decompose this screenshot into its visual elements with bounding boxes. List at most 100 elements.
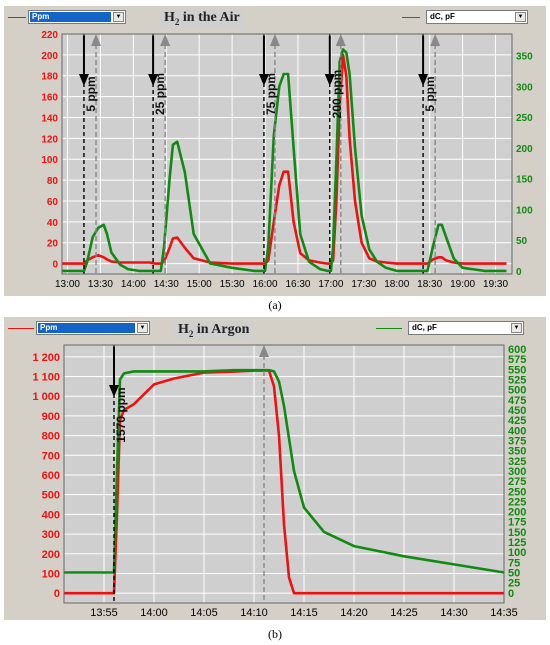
y-left-tick-label: 600 <box>42 470 60 482</box>
right-axis-select[interactable]: dC, pF ▼ <box>408 321 524 335</box>
y-left-tick-label: 180 <box>41 72 58 83</box>
right-axis-select-value: dC, pF <box>430 12 455 21</box>
x-tick-label: 14:30 <box>154 279 179 290</box>
caption-a: (a) <box>268 298 282 312</box>
y-left-tick-label: 20 <box>47 239 59 250</box>
y-right-tick-label: 100 <box>516 205 533 216</box>
y-left-tick-label: 700 <box>42 450 60 462</box>
y-right-tick-label: 350 <box>516 52 533 63</box>
concentration-label: 1570 ppm <box>114 387 128 442</box>
arrow-down-icon <box>78 74 89 86</box>
y-left-tick-label: 300 <box>42 529 60 541</box>
y-right-tick-label: 575 <box>508 354 526 366</box>
y-right-tick-label: 300 <box>516 82 533 93</box>
y-right-tick-label: 200 <box>516 144 533 155</box>
arrow-up-icon <box>259 345 269 357</box>
dc-legend-line <box>376 328 402 329</box>
y-right-tick-label: 100 <box>508 547 526 559</box>
y-right-tick-label: 250 <box>516 113 533 124</box>
y-right-tick-label: 175 <box>508 517 526 529</box>
x-tick-label: 14:30 <box>440 607 468 619</box>
y-left-tick-label: 400 <box>42 509 60 521</box>
left-axis-select-value: Ppm <box>38 323 135 333</box>
y-right-tick-label: 400 <box>508 425 526 437</box>
concentration-label: 25 ppm <box>153 73 167 115</box>
y-left-tick-label: 1 200 <box>32 352 60 364</box>
y-right-tick-label: 75 <box>508 557 520 569</box>
y-right-tick-label: 425 <box>508 415 526 427</box>
arrow-up-icon <box>335 34 346 46</box>
y-left-tick-label: 140 <box>41 113 58 124</box>
arrow-down-icon <box>148 74 159 86</box>
chevron-down-icon[interactable]: ▼ <box>113 12 124 22</box>
x-tick-label: 14:10 <box>240 607 268 619</box>
arrow-up-icon <box>430 34 441 46</box>
concentration-label: 200 ppm <box>330 70 344 119</box>
arrow-down-icon <box>258 74 269 86</box>
y-left-tick-label: 100 <box>41 155 58 166</box>
y-left-tick-label: 0 <box>52 260 58 271</box>
arrow-down-icon <box>324 74 335 86</box>
x-tick-label: 16:30 <box>285 279 310 290</box>
y-left-tick-label: 1 000 <box>32 391 60 403</box>
y-right-tick-label: 500 <box>508 385 526 397</box>
x-tick-label: 17:30 <box>351 279 376 290</box>
chevron-down-icon[interactable]: ▼ <box>137 323 148 333</box>
y-left-tick-label: 500 <box>42 490 60 502</box>
y-left-tick-label: 200 <box>41 51 58 62</box>
ppm-legend-line <box>8 328 34 329</box>
plot-area <box>62 34 512 274</box>
right-axis-select-value: dC, pF <box>412 323 437 332</box>
y-left-tick-label: 200 <box>42 549 60 561</box>
concentration-label: 5 ppm <box>423 76 437 111</box>
chevron-down-icon[interactable]: ▼ <box>511 323 522 333</box>
left-axis-select[interactable]: Ppm ▼ <box>36 321 150 335</box>
y-right-tick-label: 450 <box>508 405 526 417</box>
right-axis-select[interactable]: dC, pF ▼ <box>426 10 528 24</box>
y-right-tick-label: 0 <box>516 267 522 278</box>
series-line-dc <box>62 48 507 273</box>
x-tick-label: 13:00 <box>55 279 80 290</box>
y-right-tick-label: 25 <box>508 578 520 590</box>
x-tick-label: 14:00 <box>140 607 168 619</box>
x-tick-label: 16:00 <box>253 279 278 290</box>
ppm-legend-line <box>8 17 26 18</box>
plot-area <box>64 345 504 603</box>
caption-b: (b) <box>268 627 282 641</box>
left-axis-select[interactable]: Ppm ▼ <box>28 10 126 24</box>
y-left-tick-label: 160 <box>41 93 58 104</box>
dc-legend-line <box>402 17 420 18</box>
x-tick-label: 18:30 <box>417 279 442 290</box>
arrow-down-icon <box>109 385 119 397</box>
chevron-down-icon[interactable]: ▼ <box>515 12 526 22</box>
chart-panel-a: Ppm ▼ H2 in the Air dC, pF ▼ 0 20 40 60 80 10… <box>4 6 546 296</box>
x-tick-label: 14:00 <box>121 279 146 290</box>
y-right-tick-label: 150 <box>508 527 526 539</box>
y-right-tick-label: 250 <box>508 486 526 498</box>
y-left-tick-label: 800 <box>42 431 60 443</box>
x-tick-label: 14:35 <box>490 607 518 619</box>
y-right-tick-label: 350 <box>508 446 526 458</box>
y-right-tick-label: 325 <box>508 456 526 468</box>
y-right-tick-label: 125 <box>508 537 526 549</box>
x-tick-label: 13:30 <box>88 279 113 290</box>
plot-frame <box>63 344 505 604</box>
concentration-label: 75 ppm <box>264 73 278 115</box>
y-right-tick-label: 525 <box>508 375 526 387</box>
y-right-tick-label: 50 <box>516 236 528 247</box>
y-left-tick-label: 900 <box>42 411 60 423</box>
y-right-tick-label: 600 <box>508 344 526 356</box>
x-tick-label: 14:05 <box>190 607 218 619</box>
x-tick-label: 13:55 <box>90 607 118 619</box>
y-left-tick-label: 220 <box>41 30 58 41</box>
y-left-tick-label: 40 <box>47 218 59 229</box>
x-tick-label: 14:20 <box>340 607 368 619</box>
x-tick-label: 15:00 <box>187 279 212 290</box>
y-right-tick-label: 300 <box>508 466 526 478</box>
plot-frame <box>61 33 513 275</box>
y-left-tick-label: 120 <box>41 134 58 145</box>
chart-a: 0 20 40 60 80 100 120 140 160 180 200 220 0 50 100 150 2… <box>41 30 533 290</box>
y-right-tick-label: 475 <box>508 395 526 407</box>
x-tick-label: 14:25 <box>390 607 418 619</box>
